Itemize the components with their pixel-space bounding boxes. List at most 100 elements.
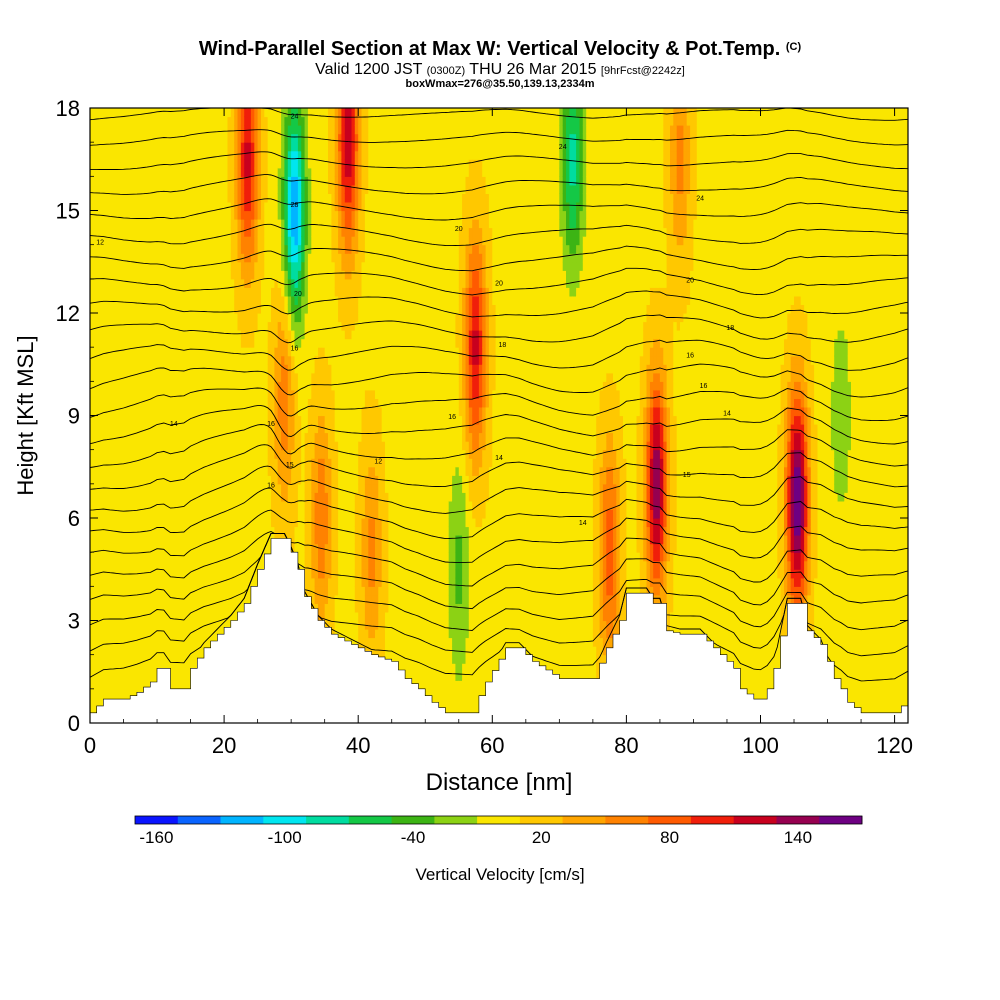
w-cell (250, 552, 255, 562)
w-cell (96, 569, 101, 579)
w-cell (160, 458, 165, 468)
w-cell (100, 432, 105, 442)
w-cell (130, 116, 135, 126)
w-cell (123, 466, 128, 476)
w-cell (220, 210, 225, 220)
w-cell (136, 321, 141, 331)
w-cell (160, 176, 165, 186)
w-cell (110, 193, 115, 203)
w-cell (100, 415, 105, 425)
w-cell (93, 372, 98, 382)
w-cell (160, 287, 165, 297)
w-cell (244, 458, 249, 468)
w-cell (193, 330, 198, 340)
w-cell (264, 253, 269, 263)
w-cell (160, 167, 165, 177)
w-cell (90, 458, 94, 468)
w-cell (113, 424, 118, 434)
w-cell (193, 398, 198, 408)
w-cell (90, 705, 94, 715)
w-cell (264, 244, 269, 254)
w-cell (100, 142, 105, 152)
w-cell (93, 552, 98, 562)
w-cell (244, 236, 249, 246)
w-cell (193, 313, 198, 323)
w-cell (136, 364, 141, 374)
w-cell (193, 150, 198, 160)
w-cell (244, 552, 249, 562)
w-cell (126, 330, 131, 340)
w-cell (100, 663, 105, 673)
w-cell (106, 313, 111, 323)
w-cell (110, 594, 115, 604)
w-cell (96, 227, 101, 237)
w-cell (90, 108, 94, 118)
w-cell (126, 629, 131, 639)
w-cell (187, 202, 192, 212)
w-cell (130, 441, 135, 451)
w-cell (100, 287, 105, 297)
w-cell (123, 347, 128, 357)
w-cell (136, 193, 141, 203)
w-cell (116, 458, 121, 468)
w-cell (136, 330, 141, 340)
w-cell (187, 295, 192, 305)
w-cell (100, 509, 105, 519)
w-cell (113, 270, 118, 280)
w-cell (123, 629, 128, 639)
w-cell (90, 637, 94, 647)
w-cell (103, 535, 108, 545)
w-cell (220, 586, 225, 596)
w-cell (103, 475, 108, 485)
w-cell (100, 458, 105, 468)
w-cell (120, 688, 125, 698)
w-cell (136, 253, 141, 263)
w-cell (93, 364, 98, 374)
w-cell (133, 330, 138, 340)
w-cell (110, 492, 115, 502)
w-cell (100, 697, 105, 707)
w-cell (126, 133, 131, 143)
w-cell (133, 475, 138, 485)
w-cell (113, 654, 118, 664)
w-cell (120, 646, 125, 656)
w-cell (160, 424, 165, 434)
w-cell (96, 236, 101, 246)
w-cell (93, 142, 98, 152)
w-cell (126, 535, 131, 545)
w-cell (193, 492, 198, 502)
w-cell (116, 150, 121, 160)
w-cell (160, 321, 165, 331)
w-cell (264, 347, 269, 357)
w-cell (93, 389, 98, 399)
w-cell (126, 202, 131, 212)
w-cell (110, 671, 115, 681)
w-cell (96, 304, 101, 314)
w-cell (133, 646, 138, 656)
w-cell (120, 526, 125, 536)
w-cell (130, 500, 135, 510)
w-cell (133, 372, 138, 382)
w-cell (250, 355, 255, 365)
w-cell (130, 338, 135, 348)
w-cell (193, 133, 198, 143)
w-cell (113, 355, 118, 365)
w-cell (113, 193, 118, 203)
w-cell (116, 355, 121, 365)
w-cell (130, 133, 135, 143)
w-cell (100, 449, 105, 459)
w-cell (110, 620, 115, 630)
w-cell (123, 637, 128, 647)
w-cell (96, 150, 101, 160)
w-cell (120, 125, 125, 135)
w-cell (110, 586, 115, 596)
w-cell (220, 167, 225, 177)
w-cell (136, 603, 141, 613)
w-cell (113, 671, 118, 681)
w-cell (126, 210, 131, 220)
w-cell (103, 133, 108, 143)
w-cell (123, 535, 128, 545)
w-cell (244, 466, 249, 476)
w-cell (220, 330, 225, 340)
w-cell (120, 535, 125, 545)
